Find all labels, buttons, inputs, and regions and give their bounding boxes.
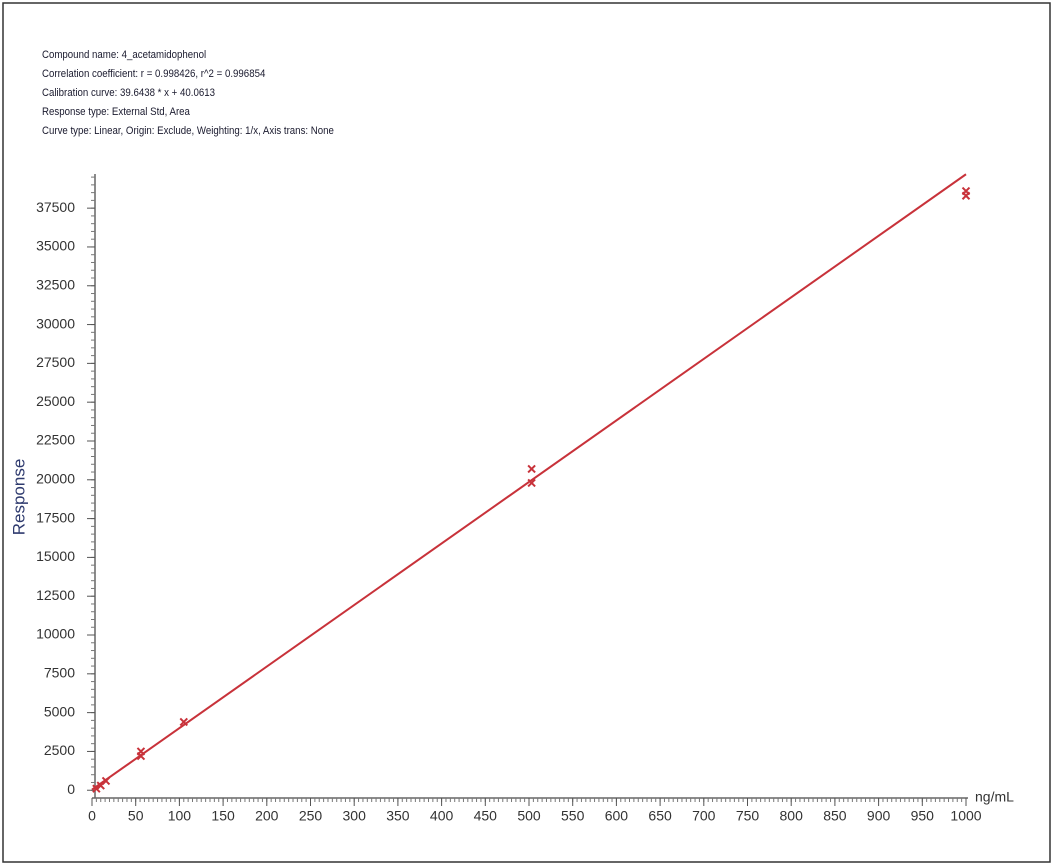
- y-tick-label: 0: [67, 781, 75, 797]
- y-tick-label: 17500: [36, 509, 75, 525]
- y-tick-label: 10000: [36, 626, 75, 642]
- y-tick-label: 32500: [36, 276, 75, 292]
- x-tick-label: 300: [343, 808, 367, 824]
- data-point: [527, 464, 536, 474]
- x-tick-label: 150: [211, 808, 235, 824]
- header-line: Curve type: Linear, Origin: Exclude, Wei…: [42, 125, 334, 137]
- x-tick-label: 50: [128, 808, 144, 824]
- x-tick-label: 700: [692, 808, 716, 824]
- x-tick-label: 0: [88, 808, 96, 824]
- y-tick-label: 27500: [36, 354, 75, 370]
- x-tick-label: 950: [911, 808, 935, 824]
- x-tick-label: 350: [386, 808, 410, 824]
- fit-line: [91, 173, 967, 791]
- x-tick-label: 100: [168, 808, 192, 824]
- x-tick-label: 250: [299, 808, 323, 824]
- header-line: Compound name: 4_acetamidophenol: [42, 49, 206, 61]
- y-tick-label: 35000: [36, 238, 75, 254]
- y-tick-label: 30000: [36, 315, 75, 331]
- x-tick-label: 800: [780, 808, 804, 824]
- data-point: [961, 191, 971, 200]
- y-axis-title: Response: [9, 459, 28, 536]
- header-line: Calibration curve: 39.6438 * x + 40.0613: [42, 87, 215, 99]
- x-tick-label: 450: [474, 808, 498, 824]
- x-tick-label: 900: [867, 808, 891, 824]
- x-tick-label: 550: [561, 808, 585, 824]
- data-point: [179, 717, 188, 727]
- data-point: [136, 751, 146, 761]
- data-point: [101, 776, 111, 786]
- y-tick-label: 5000: [44, 703, 75, 719]
- y-tick-label: 20000: [36, 470, 75, 486]
- data-point: [527, 478, 536, 488]
- x-tick-label: 850: [823, 808, 847, 824]
- x-tick-label: 1000: [950, 808, 981, 824]
- x-axis-title: ng/mL: [975, 789, 1014, 805]
- y-tick-label: 37500: [36, 199, 75, 215]
- x-tick-label: 750: [736, 808, 760, 824]
- y-tick-label: 7500: [44, 665, 75, 681]
- x-tick-label: 400: [430, 808, 454, 824]
- x-tick-label: 600: [605, 808, 629, 824]
- y-tick-label: 2500: [44, 742, 75, 758]
- x-tick-label: 650: [648, 808, 672, 824]
- x-tick-label: 500: [517, 808, 541, 824]
- header-line: Correlation coefficient: r = 0.998426, r…: [42, 68, 266, 80]
- y-tick-label: 12500: [36, 587, 75, 603]
- x-tick-label: 200: [255, 808, 279, 824]
- y-tick-label: 22500: [36, 432, 75, 448]
- y-tick-label: 25000: [36, 393, 75, 409]
- header-line: Response type: External Std, Area: [42, 106, 190, 118]
- y-tick-label: 15000: [36, 548, 75, 564]
